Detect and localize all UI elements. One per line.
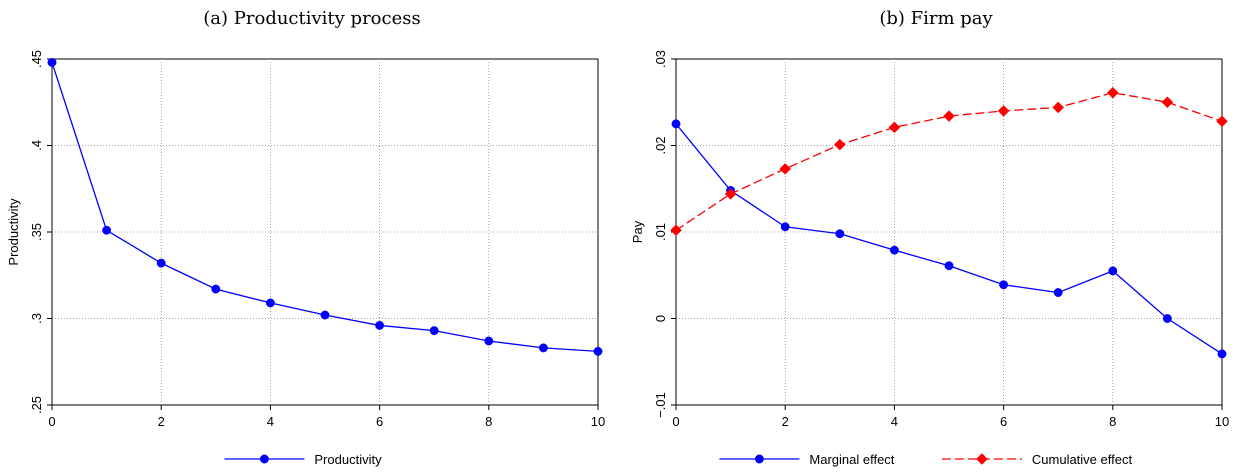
y-tick-label: .4 <box>29 140 44 151</box>
data-point-0 <box>320 310 330 320</box>
y-tick-label: .03 <box>653 50 668 68</box>
x-tick-label: 2 <box>158 414 165 429</box>
legend-label: Cumulative effect <box>1032 452 1133 467</box>
data-point-0 <box>102 225 112 235</box>
x-tick-label: 4 <box>267 414 274 429</box>
data-point-0 <box>1053 288 1063 297</box>
data-point-0 <box>265 298 275 308</box>
y-tick-label: .02 <box>653 136 668 154</box>
x-tick-label: 8 <box>485 414 492 429</box>
x-tick-label: 6 <box>1000 414 1007 429</box>
y-tick-label: .01 <box>653 223 668 241</box>
x-tick-label: 0 <box>672 414 679 429</box>
data-point-1 <box>833 138 846 151</box>
data-point-0 <box>156 258 166 268</box>
y-tick-label: .25 <box>29 396 44 414</box>
data-point-0 <box>999 280 1009 290</box>
panel-firm-pay: (b) Firm pay 0 2 4 6 8 10 −.01 0 .01 .02 .03 Pay Marg… <box>630 8 1229 467</box>
chart-title: (b) Firm pay <box>879 8 993 29</box>
x-tick-label: 4 <box>891 414 898 429</box>
x-tick-label: 6 <box>376 414 383 429</box>
legend-marker <box>259 454 269 464</box>
data-point-1 <box>779 163 792 175</box>
y-tick-label: 0 <box>653 315 668 322</box>
data-point-0 <box>671 119 681 129</box>
data-point-1 <box>943 110 955 122</box>
data-point-0 <box>538 343 548 353</box>
data-point-1 <box>888 121 901 134</box>
data-point-0 <box>211 284 221 294</box>
legend-marker <box>976 453 988 465</box>
x-tick-label: 8 <box>1109 414 1116 429</box>
x-tick-label: 0 <box>48 414 55 429</box>
chart-title: (a) Productivity process <box>203 8 420 29</box>
legend-marker <box>754 454 764 464</box>
series-line-1 <box>675 92 1223 231</box>
series-line-0 <box>675 123 1223 355</box>
y-axis-label: Pay <box>630 220 645 243</box>
data-point-1 <box>1106 86 1119 99</box>
data-point-0 <box>429 326 439 336</box>
data-point-0 <box>484 336 494 346</box>
y-tick-label: −.01 <box>653 392 668 418</box>
data-point-0 <box>1217 349 1227 359</box>
data-point-1 <box>1216 115 1228 128</box>
data-point-1 <box>724 188 737 200</box>
y-tick-label: .35 <box>29 223 44 241</box>
data-point-0 <box>889 245 899 255</box>
y-tick-label: .45 <box>29 50 44 68</box>
data-point-0 <box>593 346 603 356</box>
y-axis-label: Productivity <box>6 198 21 266</box>
legend-label: Productivity <box>314 452 382 467</box>
x-tick-label: 10 <box>591 414 605 429</box>
data-point-1 <box>670 224 682 237</box>
data-point-0 <box>1162 314 1172 323</box>
data-point-0 <box>375 320 385 330</box>
series-line-0 <box>51 62 599 353</box>
x-tick-label: 2 <box>782 414 789 429</box>
data-point-0 <box>780 222 790 232</box>
data-point-0 <box>1108 266 1118 276</box>
panel-productivity: (a) Productivity process 0 2 4 6 8 10 .25 .3 .35.… <box>6 8 605 467</box>
x-tick-label: 10 <box>1215 414 1229 429</box>
data-point-1 <box>997 105 1010 117</box>
y-tick-label: .3 <box>29 313 44 324</box>
data-point-0 <box>944 261 954 271</box>
data-point-0 <box>47 58 57 67</box>
data-point-1 <box>1052 101 1065 114</box>
data-point-1 <box>1161 96 1174 109</box>
legend-label: Marginal effect <box>809 452 894 467</box>
data-point-0 <box>835 229 845 239</box>
